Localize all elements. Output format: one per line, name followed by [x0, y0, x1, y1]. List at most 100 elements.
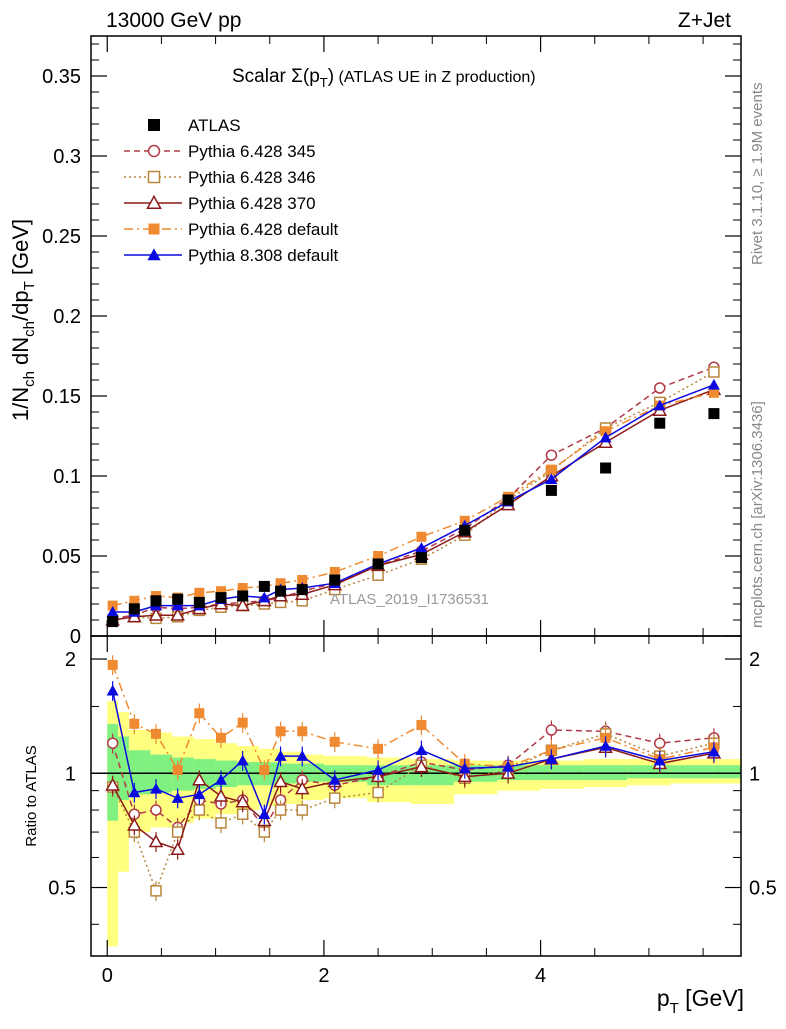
data-point [237, 590, 249, 602]
ratio-point-3 [294, 781, 310, 795]
band-green-bin [128, 750, 151, 795]
data-point [275, 585, 287, 597]
data-point [150, 595, 162, 607]
ratio-point-4 [237, 717, 248, 728]
ratio-point-5 [372, 764, 385, 775]
ratio-point-4 [194, 708, 205, 719]
data-point [258, 580, 270, 592]
ratio-point-4 [275, 726, 286, 737]
ratio-point-2 [215, 817, 227, 829]
data-point [654, 417, 666, 429]
ratio-point-2 [372, 786, 384, 799]
ratio-point-4 [329, 736, 340, 747]
mc-point-3 [235, 598, 250, 612]
data-point [172, 593, 184, 605]
legend: ATLAS Pythia 6.428 345 Pythia 6.428 346 Pyt… [124, 116, 339, 265]
legend-label: Pythia 6.428 default [188, 220, 339, 239]
x-axis-label: pT [GeV] [657, 985, 744, 1017]
mc-point-1 [654, 382, 666, 394]
ratio-point-5 [599, 739, 612, 751]
data-point [193, 596, 205, 608]
mc-point-4 [129, 595, 140, 606]
y-tick-label: 0.05 [42, 546, 81, 568]
x-tick-label: 2 [318, 965, 329, 987]
mc-point-4 [416, 531, 427, 542]
ratio-point-5 [193, 788, 206, 800]
plot-title: Scalar Σ(pT) (ATLAS UE in Z production) [232, 66, 536, 90]
ratio-point-5 [150, 782, 162, 794]
mc-point-4 [216, 586, 226, 597]
y-tick-label: 0.3 [53, 146, 81, 168]
ratio-point-5 [545, 753, 558, 764]
uncertainty-bands [107, 701, 741, 947]
ratio-point-2 [274, 804, 287, 816]
ratio-point-5 [415, 744, 428, 756]
legend-marker [148, 119, 160, 131]
ratio-point-5 [215, 774, 227, 785]
ratio-point-3 [148, 834, 164, 848]
ratio-point-4 [151, 728, 161, 739]
ratio-tick-label-right: 2 [749, 649, 760, 671]
ratio-point-5 [707, 745, 720, 757]
ratio-point-3 [170, 841, 185, 855]
ratio-point-4 [107, 659, 118, 670]
ratio-point-2 [296, 804, 308, 816]
ratio-point-2 [150, 885, 162, 897]
ratio-tick-label-right: 0.5 [749, 878, 777, 900]
mc-point-5 [545, 473, 558, 484]
band-green-bin [713, 765, 741, 779]
mc-point-4 [297, 575, 308, 585]
legend-marker [147, 144, 161, 158]
data-point [329, 574, 341, 586]
series-line-5 [112, 384, 715, 613]
analysis-watermark: ATLAS_2019_I1736531 [330, 591, 489, 608]
legend-marker [147, 170, 161, 184]
ratio-point-3 [105, 777, 120, 791]
legend-marker [148, 223, 160, 235]
ratio-point-3 [213, 788, 229, 802]
ratio-point-5 [328, 774, 341, 785]
y-tick-label: 0 [70, 626, 81, 648]
mc-point-5 [707, 378, 720, 390]
ratio-point-2 [193, 804, 206, 816]
ratio-tick-label-right: 1 [749, 763, 760, 785]
y-axis-label: 1/Nch dNch/dpT [GeV] [8, 219, 38, 421]
ratio-point-3 [414, 759, 429, 773]
y-tick-label: 0.15 [42, 386, 81, 408]
mc-point-4 [546, 464, 557, 475]
ratio-point-1 [150, 804, 162, 816]
series-line-4 [112, 392, 715, 607]
ratio-point-4 [259, 765, 270, 776]
mc-point-4 [600, 426, 611, 437]
mc-point-5 [415, 542, 428, 553]
data-point [372, 558, 384, 570]
mc-point-3 [148, 607, 164, 621]
data-point [107, 616, 119, 628]
ratio-point-3 [235, 794, 250, 808]
data-point [600, 462, 612, 474]
y-tick-label: 0.35 [42, 66, 81, 88]
ratio-point-2 [171, 826, 184, 838]
data-point [128, 603, 140, 615]
mc-point-2 [372, 569, 384, 581]
series-line-2 [112, 371, 715, 621]
mc-point-4 [237, 583, 248, 593]
ratio-point-5 [296, 750, 309, 761]
axis-ticks: 0 2 400.050.10.150.20.250.30.350.5 0.51 12 2 [42, 36, 777, 987]
ratio-point-4 [297, 726, 308, 737]
mc-point-4 [194, 587, 205, 598]
ratio-point-4 [373, 743, 384, 754]
ratio-point-2 [329, 792, 341, 804]
mc-point-4 [708, 387, 719, 398]
legend-marker [146, 194, 162, 210]
data-point [296, 584, 308, 596]
ratio-point-5 [274, 750, 287, 761]
ratio-frame [90, 635, 742, 957]
series-line-3 [112, 388, 715, 621]
ratio-point-5 [171, 792, 184, 803]
ratio-tick-label: 2 [65, 649, 76, 671]
y-tick-label: 0.1 [53, 466, 81, 488]
legend-label: ATLAS [188, 116, 241, 135]
